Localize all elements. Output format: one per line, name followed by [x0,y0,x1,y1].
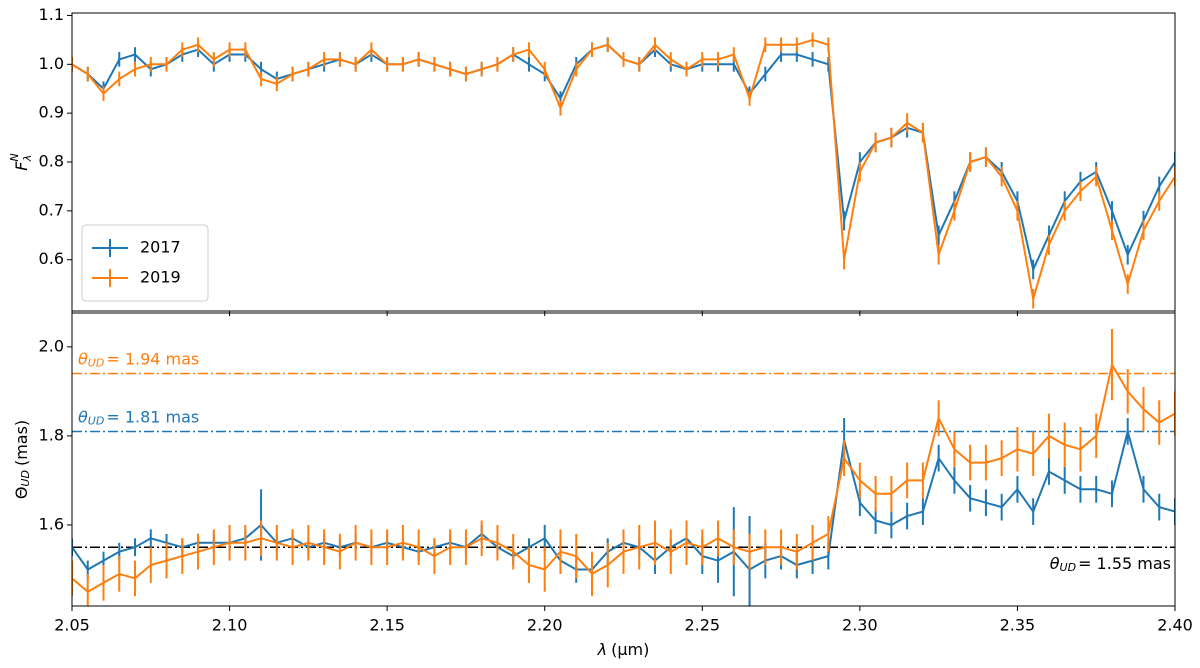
y-label-superscript: N [8,153,21,161]
label-symbol: θ [78,349,88,368]
x-tick-label: 2.30 [842,616,878,635]
label-text: = 1.55 mas [1078,554,1171,573]
reference-label: θUD = 1.81 mas [78,407,199,428]
x-tick-label: 2.15 [369,616,405,635]
axes-frame [71,12,1176,312]
y-tick-label: 1.0 [39,54,64,73]
x-tick-label: 2.10 [212,616,248,635]
y-tick-label: 2.0 [39,336,64,355]
y-axis-label: FNλ [8,153,34,170]
legend-label: 2017 [140,238,181,257]
y-tick-label: 0.9 [39,103,64,122]
y-label-symbol: Θ [12,487,31,500]
label-symbol: θ [78,407,88,426]
y-tick-label: 0.8 [39,152,64,171]
y-label-unit: (mas) [12,420,31,466]
x-label-symbol: λ [597,640,607,659]
legend-label: 2019 [140,268,181,287]
x-tick-label: 2.35 [1000,616,1036,635]
plot-area [72,329,1175,606]
y-tick-label: 0.6 [39,249,64,268]
label-subscript: UD [1060,561,1077,574]
y-tick-label: 0.7 [39,200,64,219]
axes-frame [71,312,1176,607]
x-axis-label: λ (μm) [597,640,650,659]
x-tick-label: 2.25 [684,616,720,635]
series-line [72,38,1175,300]
y-axis-label: ΘUD (mas) [12,420,33,499]
label-text: = 1.94 mas [106,349,199,368]
plot-area [72,32,1175,309]
legend-box [81,224,209,302]
reference-label: θUD = 1.94 mas [78,349,199,370]
label-symbol: θ [1050,554,1060,573]
y-label-subscript: λ [21,155,34,163]
y-tick-label: 1.1 [39,5,64,24]
label-text: = 1.81 mas [106,407,199,426]
y-tick-label: 1.8 [39,425,64,444]
reference-label: θUD = 1.55 mas [1050,554,1171,575]
y-label-symbol: F [12,161,31,171]
x-tick-label: 2.40 [1157,616,1193,635]
x-label-unit: (μm) [611,640,649,659]
x-tick-label: 2.20 [527,616,563,635]
label-subscript: UD [88,357,105,370]
y-tick-label: 1.6 [39,514,64,533]
y-label-subscript: UD [19,470,32,487]
x-tick-label: 2.05 [54,616,90,635]
label-subscript: UD [88,414,105,427]
series-line [72,43,1175,273]
